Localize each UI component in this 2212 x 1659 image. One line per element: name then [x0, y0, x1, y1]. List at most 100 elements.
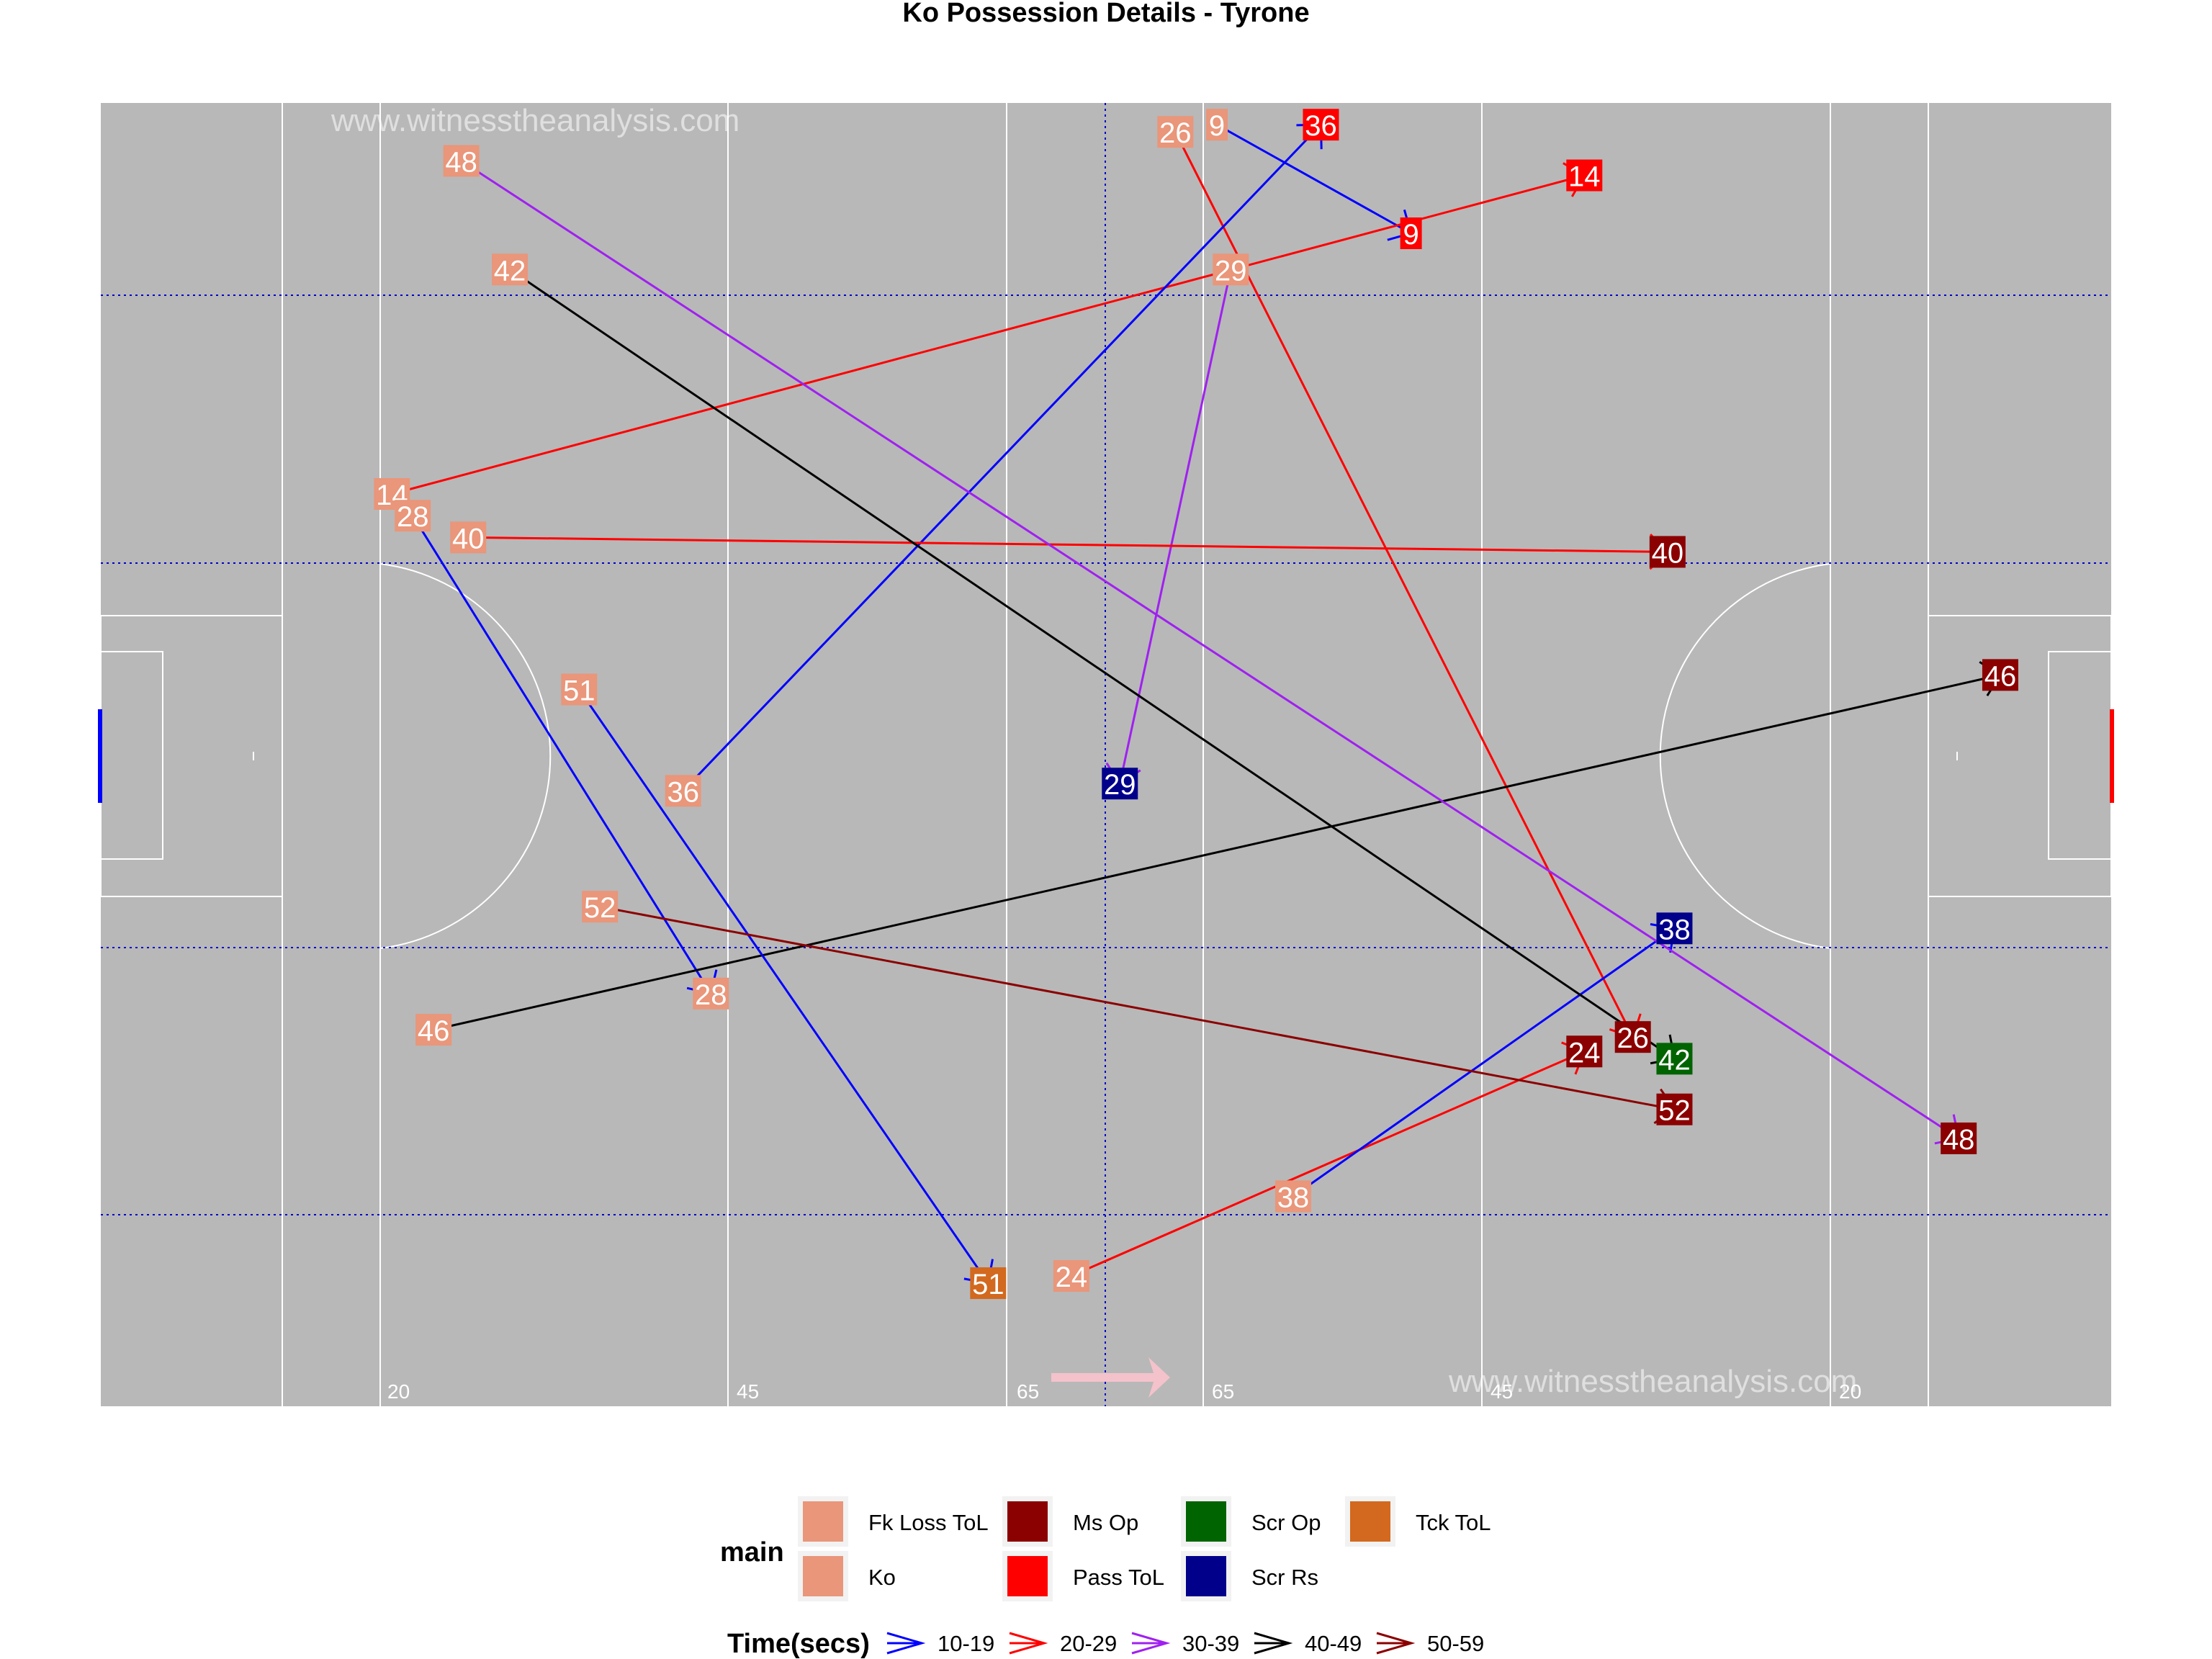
legend-time-50-59: 50-59 [1376, 1631, 1484, 1656]
event-label-bg [415, 1014, 452, 1046]
event-label-end-29: 29 [1102, 768, 1138, 801]
legend-swatch [1350, 1501, 1390, 1542]
event-label-bg [665, 775, 701, 807]
event-label-text: 46 [418, 1015, 450, 1047]
event-label-text: 52 [1658, 1095, 1691, 1127]
pass-line [578, 688, 989, 1284]
legend-item-fk-loss-tol: Fk Loss ToL [798, 1496, 989, 1547]
event-label-bg [1157, 116, 1194, 148]
event-label-text: 48 [445, 146, 477, 178]
legend-swatch [1007, 1556, 1048, 1596]
event-label-end-42: 42 [1656, 1043, 1693, 1076]
event-label-text: 38 [1277, 1182, 1310, 1213]
event-label-text: 28 [397, 501, 429, 533]
pass-line [391, 174, 1585, 495]
event-label-bg [970, 1267, 1007, 1300]
legend-label: Fk Loss ToL [868, 1510, 989, 1535]
event-label-bg [1656, 912, 1693, 945]
legend-main-title: main [720, 1537, 784, 1568]
legend-time-label: 50-59 [1427, 1631, 1484, 1656]
legend-label: Tck ToL [1416, 1510, 1491, 1535]
legend-swatch [1186, 1556, 1226, 1596]
direction-arrow [1051, 1357, 1170, 1398]
legend-time-20-29: 20-29 [1009, 1631, 1117, 1656]
event-label-bg [1303, 109, 1339, 141]
legend-time-arrow [1009, 1632, 1048, 1655]
event-label-end-24: 24 [1566, 1035, 1603, 1069]
legend-swatch [1007, 1501, 1048, 1542]
yard-label-65-right: 65 [1212, 1380, 1234, 1403]
event-label-text: 48 [1943, 1124, 1975, 1156]
legend-time-title: Time(secs) [727, 1629, 870, 1659]
pass-line [1118, 269, 1232, 784]
pass-line [433, 673, 2001, 1031]
legend-time-label: 30-39 [1182, 1631, 1239, 1656]
event-label-start-24: 24 [1053, 1260, 1089, 1293]
event-label-bg [395, 500, 431, 532]
event-label-bg [1982, 659, 2018, 691]
event-label-bg [1656, 1093, 1693, 1125]
event-label-end-28: 28 [693, 977, 729, 1011]
yard-label-45-left: 45 [737, 1380, 759, 1403]
event-label-start-40: 40 [450, 521, 487, 554]
legend-label: Ko [868, 1565, 896, 1590]
event-label-bg [1566, 159, 1603, 192]
yard-label-45-right: 45 [1491, 1380, 1513, 1403]
pass-line [599, 905, 1675, 1111]
event-label-start-28: 28 [395, 500, 431, 533]
legend-item-scr-rs: Scr Rs [1181, 1551, 1318, 1601]
event-label-start-26: 26 [1157, 116, 1194, 149]
legend-time-label: 20-29 [1060, 1631, 1117, 1656]
event-label-text: 26 [1617, 1022, 1649, 1054]
pitch: 20 45 65 65 45 20 www.witnesstheanalysis… [98, 103, 2114, 1406]
event-label-bg [1102, 768, 1138, 800]
event-label-text: 24 [1056, 1262, 1088, 1293]
event-label-text: 40 [1652, 537, 1684, 569]
event-label-bg [1656, 1043, 1693, 1075]
legend: main Fk Loss ToL Ko Ms Op Pass ToL Scr Op Scr … [720, 1496, 1491, 1659]
event-label-end-40: 40 [1649, 536, 1686, 569]
event-label-end-48: 48 [1941, 1122, 1977, 1156]
pass-line [509, 269, 1676, 1060]
legend-time-10-19: 10-19 [886, 1631, 994, 1656]
legend-label: Scr Rs [1251, 1565, 1318, 1590]
legend-item-tck-tol: Tck ToL [1345, 1496, 1491, 1547]
yard-label-20-right: 20 [1839, 1380, 1861, 1403]
event-label-bg [492, 253, 529, 286]
event-label-bg [1206, 109, 1228, 141]
event-label-text: 51 [972, 1269, 1004, 1300]
event-label-text: 29 [1104, 769, 1136, 801]
pass-line [1174, 131, 1635, 1038]
legend-label: Scr Op [1251, 1510, 1321, 1535]
legend-label: Ms Op [1073, 1510, 1138, 1535]
event-label-bg [1213, 253, 1249, 286]
legend-time-arrow [1254, 1632, 1293, 1655]
pass-line [411, 515, 712, 994]
legend-time-arrow [1131, 1632, 1171, 1655]
event-label-start-29: 29 [1213, 253, 1249, 287]
event-label-text: 9 [1403, 219, 1419, 251]
legend-time-arrow [886, 1632, 926, 1655]
watermark-top: www.witnesstheanalysis.com [331, 103, 739, 138]
event-label-text: 9 [1209, 110, 1225, 142]
event-label-bg [1400, 217, 1422, 249]
legend-time-label: 10-19 [938, 1631, 994, 1656]
event-label-bg [1274, 1180, 1311, 1213]
event-label-end-51: 51 [970, 1267, 1007, 1300]
event-label-start-42: 42 [492, 253, 529, 287]
yard-label-20-left: 20 [387, 1380, 410, 1403]
pass-line [1292, 927, 1676, 1197]
event-label-end-52: 52 [1656, 1093, 1693, 1127]
event-label-text: 29 [1215, 255, 1247, 287]
event-label-end-36: 36 [1303, 109, 1339, 142]
legend-time-40-49: 40-49 [1254, 1631, 1362, 1656]
event-label-end-14: 14 [1566, 159, 1603, 193]
event-label-text: 38 [1658, 914, 1691, 945]
legend-time-arrow [1376, 1632, 1416, 1655]
legend-time-30-39: 30-39 [1131, 1631, 1239, 1656]
yard-label-65-left: 65 [1017, 1380, 1039, 1403]
event-label-text: 26 [1159, 117, 1192, 149]
goal-left [98, 709, 102, 803]
